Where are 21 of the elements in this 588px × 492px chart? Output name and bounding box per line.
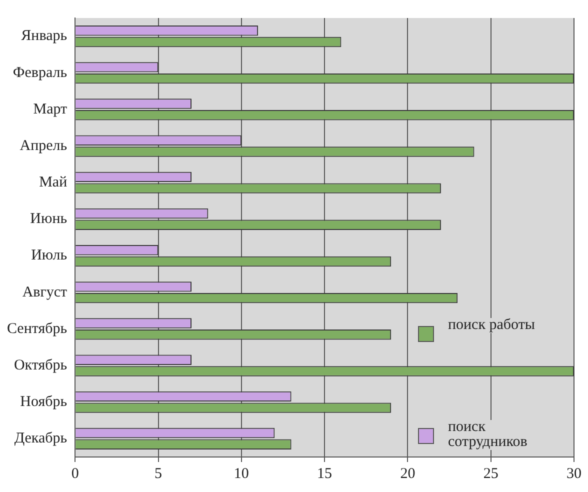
x-tick-label: 25 xyxy=(483,466,498,482)
x-tick-label: 15 xyxy=(317,466,332,482)
y-tick-label: Январь xyxy=(21,28,68,44)
x-tick-label: 20 xyxy=(400,466,416,482)
x-tick-label: 30 xyxy=(566,466,582,482)
x-tick-label: 0 xyxy=(71,466,79,482)
y-tick-label: Ноябрь xyxy=(20,394,68,410)
y-tick-label: Июнь xyxy=(30,211,68,228)
y-tick-label: Сентябрь xyxy=(6,320,68,337)
legend-label: поиск работы xyxy=(448,317,544,333)
x-tick-label: 5 xyxy=(154,466,162,482)
y-tick-label: Октябрь xyxy=(14,357,68,374)
y-tick-label: Март xyxy=(33,101,68,118)
y-tick-label: Июль xyxy=(31,248,68,264)
y-tick-label: Май xyxy=(39,174,68,191)
y-tick-label: Февраль xyxy=(12,64,68,81)
x-tick-label: 10 xyxy=(234,466,249,482)
y-tick-label: Апрель xyxy=(20,138,68,154)
y-tick-label: Август xyxy=(22,284,68,300)
legend-label: поиск сотрудников xyxy=(448,419,544,450)
y-tick-label: Декабрь xyxy=(14,430,68,447)
